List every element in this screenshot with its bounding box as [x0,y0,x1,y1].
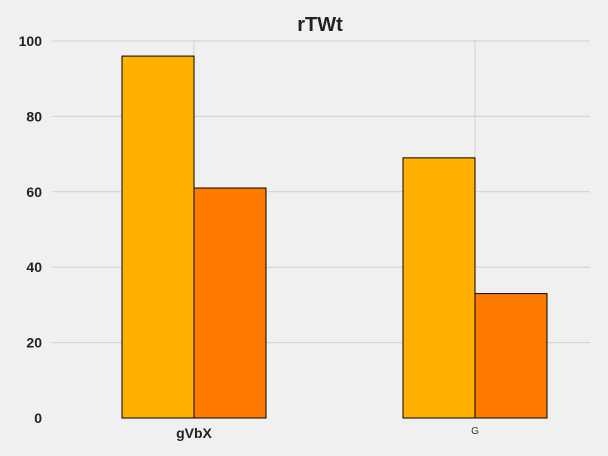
bars [121,55,548,419]
x-tick-label: G [471,426,479,437]
chart-title: rTWt [297,14,343,36]
x-tick-label: gVbX [176,425,212,441]
bar-series2-G [474,293,548,419]
y-tick-label: 100 [19,33,43,49]
y-tick-label: 60 [26,184,42,200]
y-tick-label: 0 [34,410,42,426]
y-tick-label: 20 [26,335,42,351]
y-tick-label: 40 [26,259,42,275]
y-tick-label: 80 [26,108,42,124]
bar-series1-G [402,157,476,419]
bar-series2-gVbX [193,187,267,419]
y-axis-ticks: 0 20 40 60 80 100 [19,33,43,426]
bar-series1-gVbX [121,55,195,419]
x-axis-ticks: gVbX G [176,425,479,441]
